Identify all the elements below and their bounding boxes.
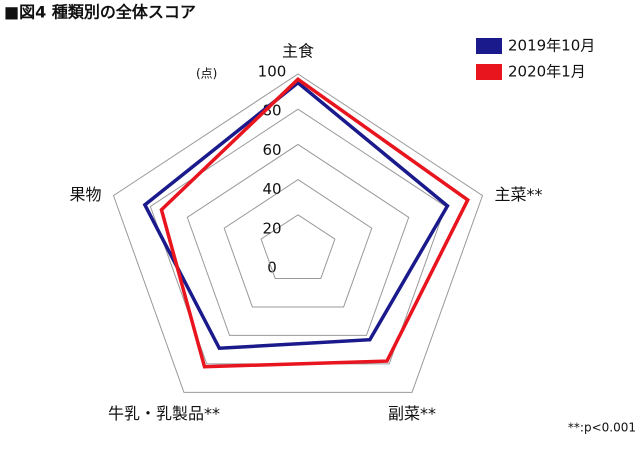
axis-label: 主食 [282, 42, 314, 61]
grid-ring [112, 73, 484, 393]
legend-label: 2019年10月 [508, 37, 595, 55]
r-tick-label: 0 [267, 259, 277, 277]
axis-label: 副菜** [388, 404, 436, 423]
grid-ring [223, 179, 373, 308]
series-line [159, 77, 470, 369]
chart-title: ■図4 種類別の全体スコア [4, 3, 196, 22]
r-tick-label: 100 [258, 63, 287, 81]
axis-label: 主菜** [495, 185, 543, 204]
r-tick-label: 40 [262, 180, 281, 198]
series-line [142, 80, 450, 351]
grid-ring [186, 143, 410, 336]
legend-swatch [476, 64, 502, 80]
unit-label: (点) [196, 67, 217, 81]
footnote: **:p<0.001 [568, 421, 636, 435]
legend-swatch [476, 38, 502, 54]
r-tick-label: 20 [262, 219, 281, 237]
grid-ring [260, 214, 336, 279]
r-tick-label: 60 [262, 141, 281, 159]
legend-label: 2020年1月 [508, 63, 586, 81]
axis-label: 果物 [69, 185, 101, 204]
axis-label: 牛乳・乳製品** [108, 404, 220, 423]
